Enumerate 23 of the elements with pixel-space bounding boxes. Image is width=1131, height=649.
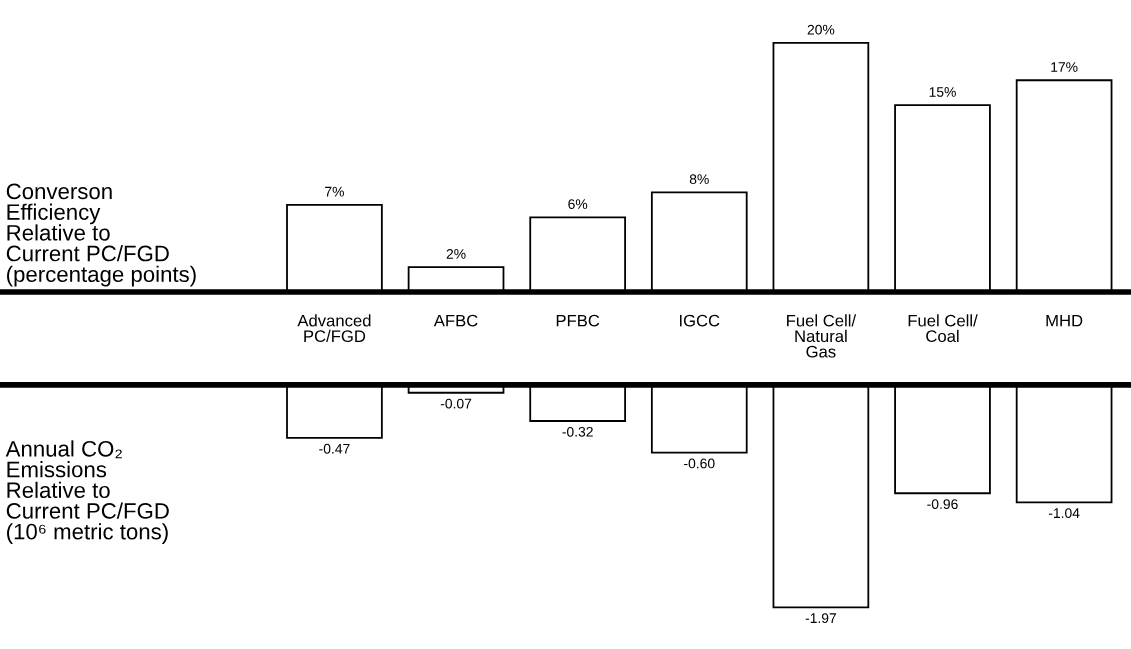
x-tick-label: Fuel Cell/ Coal bbox=[908, 314, 978, 343]
data-label: 8% bbox=[689, 174, 709, 185]
data-label: 6% bbox=[568, 199, 588, 209]
data-label: -1.97 bbox=[805, 613, 837, 624]
data-label: -0.07 bbox=[440, 398, 472, 409]
data-label: -1.04 bbox=[1048, 508, 1080, 519]
y-axis-title: Converson Efficiency Relative to Current PC/FGD (percentage points) bbox=[6, 183, 196, 287]
data-label: 7% bbox=[325, 186, 344, 197]
x-tick-label: AFBC bbox=[433, 314, 478, 327]
data-label: -0.96 bbox=[927, 499, 958, 510]
x-tick-label: MHD bbox=[1046, 314, 1083, 327]
x-tick-label: PFBC bbox=[556, 314, 600, 327]
y-axis-title: Annual CO₂ Emissions Relative to Current PC/FGD (10⁶ metric tons) bbox=[5, 440, 169, 544]
data-label: -0.47 bbox=[319, 443, 350, 454]
x-tick-label: Fuel Cell/ Natural Gas bbox=[787, 314, 857, 358]
x-tick-label: IGCC bbox=[679, 314, 720, 327]
data-label: -0.32 bbox=[562, 426, 593, 437]
data-label: 15% bbox=[929, 87, 956, 97]
data-label: 17% bbox=[1051, 62, 1078, 72]
x-tick-label: Advanced PC/FGD bbox=[297, 314, 371, 343]
data-label: 2% bbox=[446, 249, 466, 259]
data-label: 20% bbox=[807, 24, 835, 35]
data-label: -0.60 bbox=[684, 458, 715, 469]
